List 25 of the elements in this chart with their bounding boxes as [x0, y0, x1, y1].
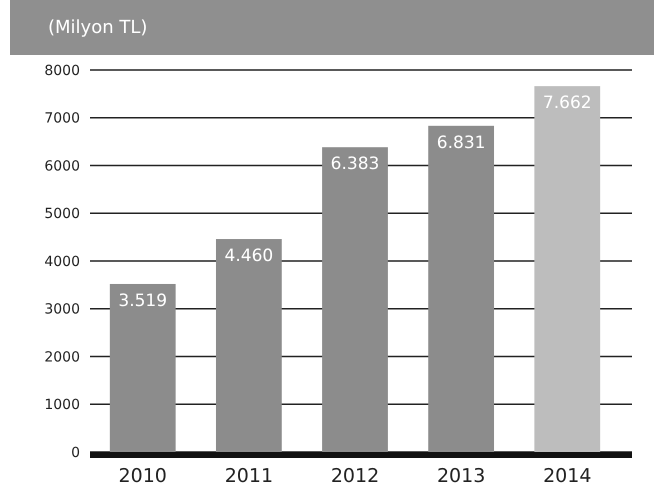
data-label: 7.662 — [542, 93, 592, 114]
y-tick-label: 7000 — [44, 110, 80, 127]
y-tick-label: 1000 — [44, 397, 80, 414]
x-tick-label: 2010 — [118, 465, 167, 487]
y-tick-label: 5000 — [44, 206, 80, 222]
y-tick-label: 0 — [71, 444, 80, 461]
y-tick-label: 4000 — [44, 254, 80, 270]
data-label: 6.383 — [330, 154, 380, 174]
x-tick-label: 2014 — [543, 465, 592, 487]
bar — [534, 86, 600, 452]
y-tick-label: 2000 — [44, 349, 80, 366]
bar — [428, 126, 494, 452]
data-label: 3.519 — [118, 290, 168, 311]
data-label: 4.460 — [224, 246, 274, 266]
y-tick-label: 3000 — [44, 302, 80, 318]
x-tick-label: 2012 — [330, 465, 380, 487]
chart-title: (Milyon TL) — [48, 17, 148, 38]
bar — [216, 239, 282, 452]
x-tick-label: 2011 — [224, 465, 274, 487]
x-tick-label: 2013 — [436, 465, 486, 487]
bar — [110, 284, 176, 452]
y-tick-label: 8000 — [44, 62, 80, 79]
bar — [322, 147, 388, 452]
data-label: 6.831 — [436, 132, 486, 153]
y-tick-label: 6000 — [44, 158, 80, 174]
